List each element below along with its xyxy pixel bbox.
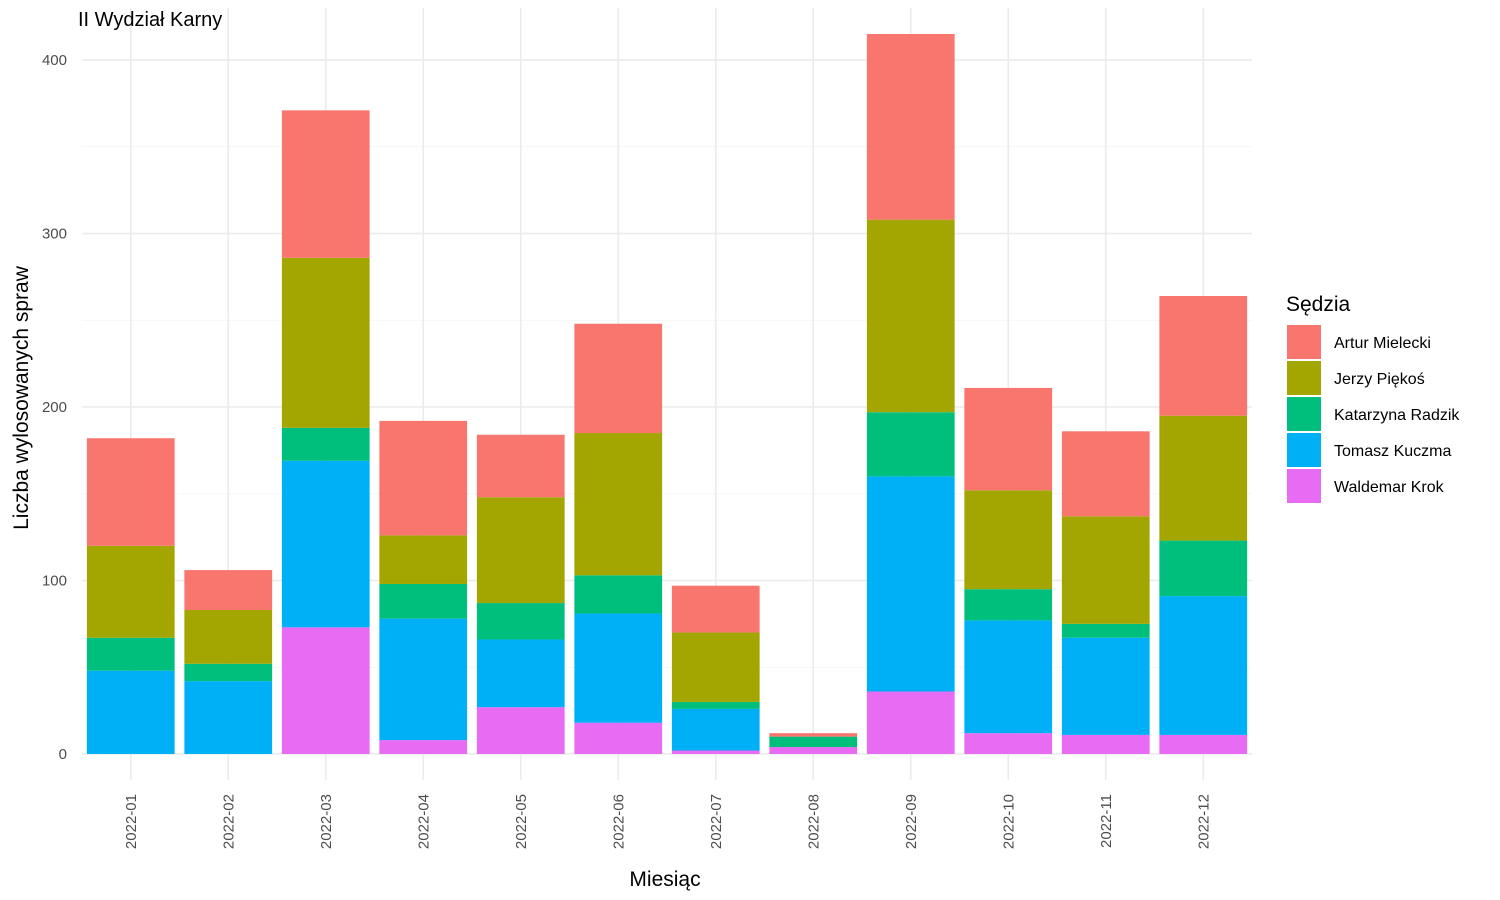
x-tick-label: 2022-08 (805, 794, 822, 849)
legend-label: Artur Mielecki (1334, 335, 1431, 352)
bar-segment (281, 627, 370, 754)
bar-segment (1159, 596, 1248, 735)
x-axis-title: Miesiąc (629, 868, 700, 891)
x-tick-label: 2022-12 (1195, 794, 1212, 849)
x-tick-label: 2022-07 (708, 794, 725, 849)
x-tick-label: 2022-10 (1000, 794, 1017, 849)
bar-segment (671, 750, 760, 754)
y-tick-label: 0 (59, 746, 67, 763)
bar-segment (379, 740, 468, 754)
bar-segment (476, 639, 565, 708)
x-tick-label: 2022-03 (318, 794, 335, 849)
bar-segment (184, 663, 273, 682)
legend-swatch (1287, 469, 1321, 503)
bar-segment (86, 670, 175, 754)
bar-segment (379, 535, 468, 584)
y-tick-label: 300 (42, 226, 67, 243)
bar-segment (281, 460, 370, 628)
bar-segment (574, 323, 663, 434)
bar-segment (1061, 734, 1150, 754)
bar-segment (866, 691, 955, 754)
legend-swatch (1287, 325, 1321, 359)
legend-label: Tomasz Kuczma (1334, 443, 1451, 460)
legend-swatch (1287, 361, 1321, 395)
x-tick-label: 2022-11 (1098, 794, 1115, 848)
bar-segment (574, 433, 663, 576)
bar-segment (281, 110, 370, 258)
bar-segment (86, 545, 175, 638)
bar-segment (964, 387, 1053, 491)
bar-segment (1061, 431, 1150, 517)
x-tick-label: 2022-06 (610, 794, 627, 849)
bar-segment (281, 257, 370, 428)
x-axis-ticks: 2022-01 2022-02 2022-03 2022-04 2022-05 2022-… (123, 794, 1213, 849)
bar-segment (379, 583, 468, 619)
legend-label: Katarzyna Radzik (1334, 407, 1460, 424)
x-tick-label: 2022-09 (903, 794, 920, 849)
bar-segment (671, 585, 760, 633)
bar-segment (86, 637, 175, 671)
bar-segment (281, 427, 370, 461)
bar-segment (184, 609, 273, 664)
bar-segment (866, 219, 955, 413)
bar-segment (866, 412, 955, 477)
bars (86, 34, 1248, 754)
bar-segment (1159, 415, 1248, 541)
bar-segment (1061, 516, 1150, 624)
bar-segment (184, 570, 273, 610)
bar-segment (1159, 734, 1248, 754)
bar-segment (964, 589, 1053, 621)
legend-label: Jerzy Piękoś (1334, 371, 1425, 388)
legend-label: Waldemar Krok (1334, 479, 1445, 496)
y-axis-title: Liczba wylosowanych spraw (10, 265, 33, 530)
legend-swatch (1287, 433, 1321, 467)
bar-segment (1159, 540, 1248, 597)
y-axis-ticks: 0 100 200 300 400 (42, 52, 67, 763)
bar-segment (1061, 623, 1150, 638)
bar-segment (671, 708, 760, 751)
bar-segment (476, 434, 565, 498)
bar-segment (769, 733, 858, 737)
bar-segment (671, 632, 760, 702)
bar-segment (866, 34, 955, 220)
x-tick-label: 2022-02 (220, 794, 237, 849)
bar-segment (1159, 295, 1248, 416)
bar-segment (476, 603, 565, 640)
bar-segment (769, 747, 858, 754)
y-tick-label: 100 (42, 572, 67, 589)
y-tick-label: 200 (42, 399, 67, 416)
legend-title: Sędzia (1286, 293, 1351, 316)
bar-segment (574, 575, 663, 614)
x-tick-label: 2022-05 (513, 794, 530, 849)
legend-swatch (1287, 397, 1321, 431)
bar-segment (86, 438, 175, 546)
bar-segment (379, 618, 468, 741)
bar-segment (574, 613, 663, 723)
legend: Sędzia Artur Mielecki Jerzy Piękoś Katarzy… (1286, 293, 1460, 503)
bar-segment (769, 736, 858, 748)
bar-segment (964, 733, 1053, 754)
bar-segment (476, 707, 565, 754)
bar-segment (379, 420, 468, 536)
bar-segment (574, 722, 663, 754)
x-tick-label: 2022-01 (123, 794, 140, 849)
bar-segment (964, 490, 1053, 590)
x-tick-label: 2022-04 (415, 794, 432, 849)
bar-segment (866, 476, 955, 692)
bar-segment (964, 620, 1053, 734)
bar-segment (671, 701, 760, 709)
y-tick-label: 400 (42, 52, 67, 69)
bar-segment (1061, 637, 1150, 735)
chart-title: II Wydział Karny (78, 9, 222, 31)
bar-segment (184, 681, 273, 754)
bar-segment (476, 497, 565, 604)
